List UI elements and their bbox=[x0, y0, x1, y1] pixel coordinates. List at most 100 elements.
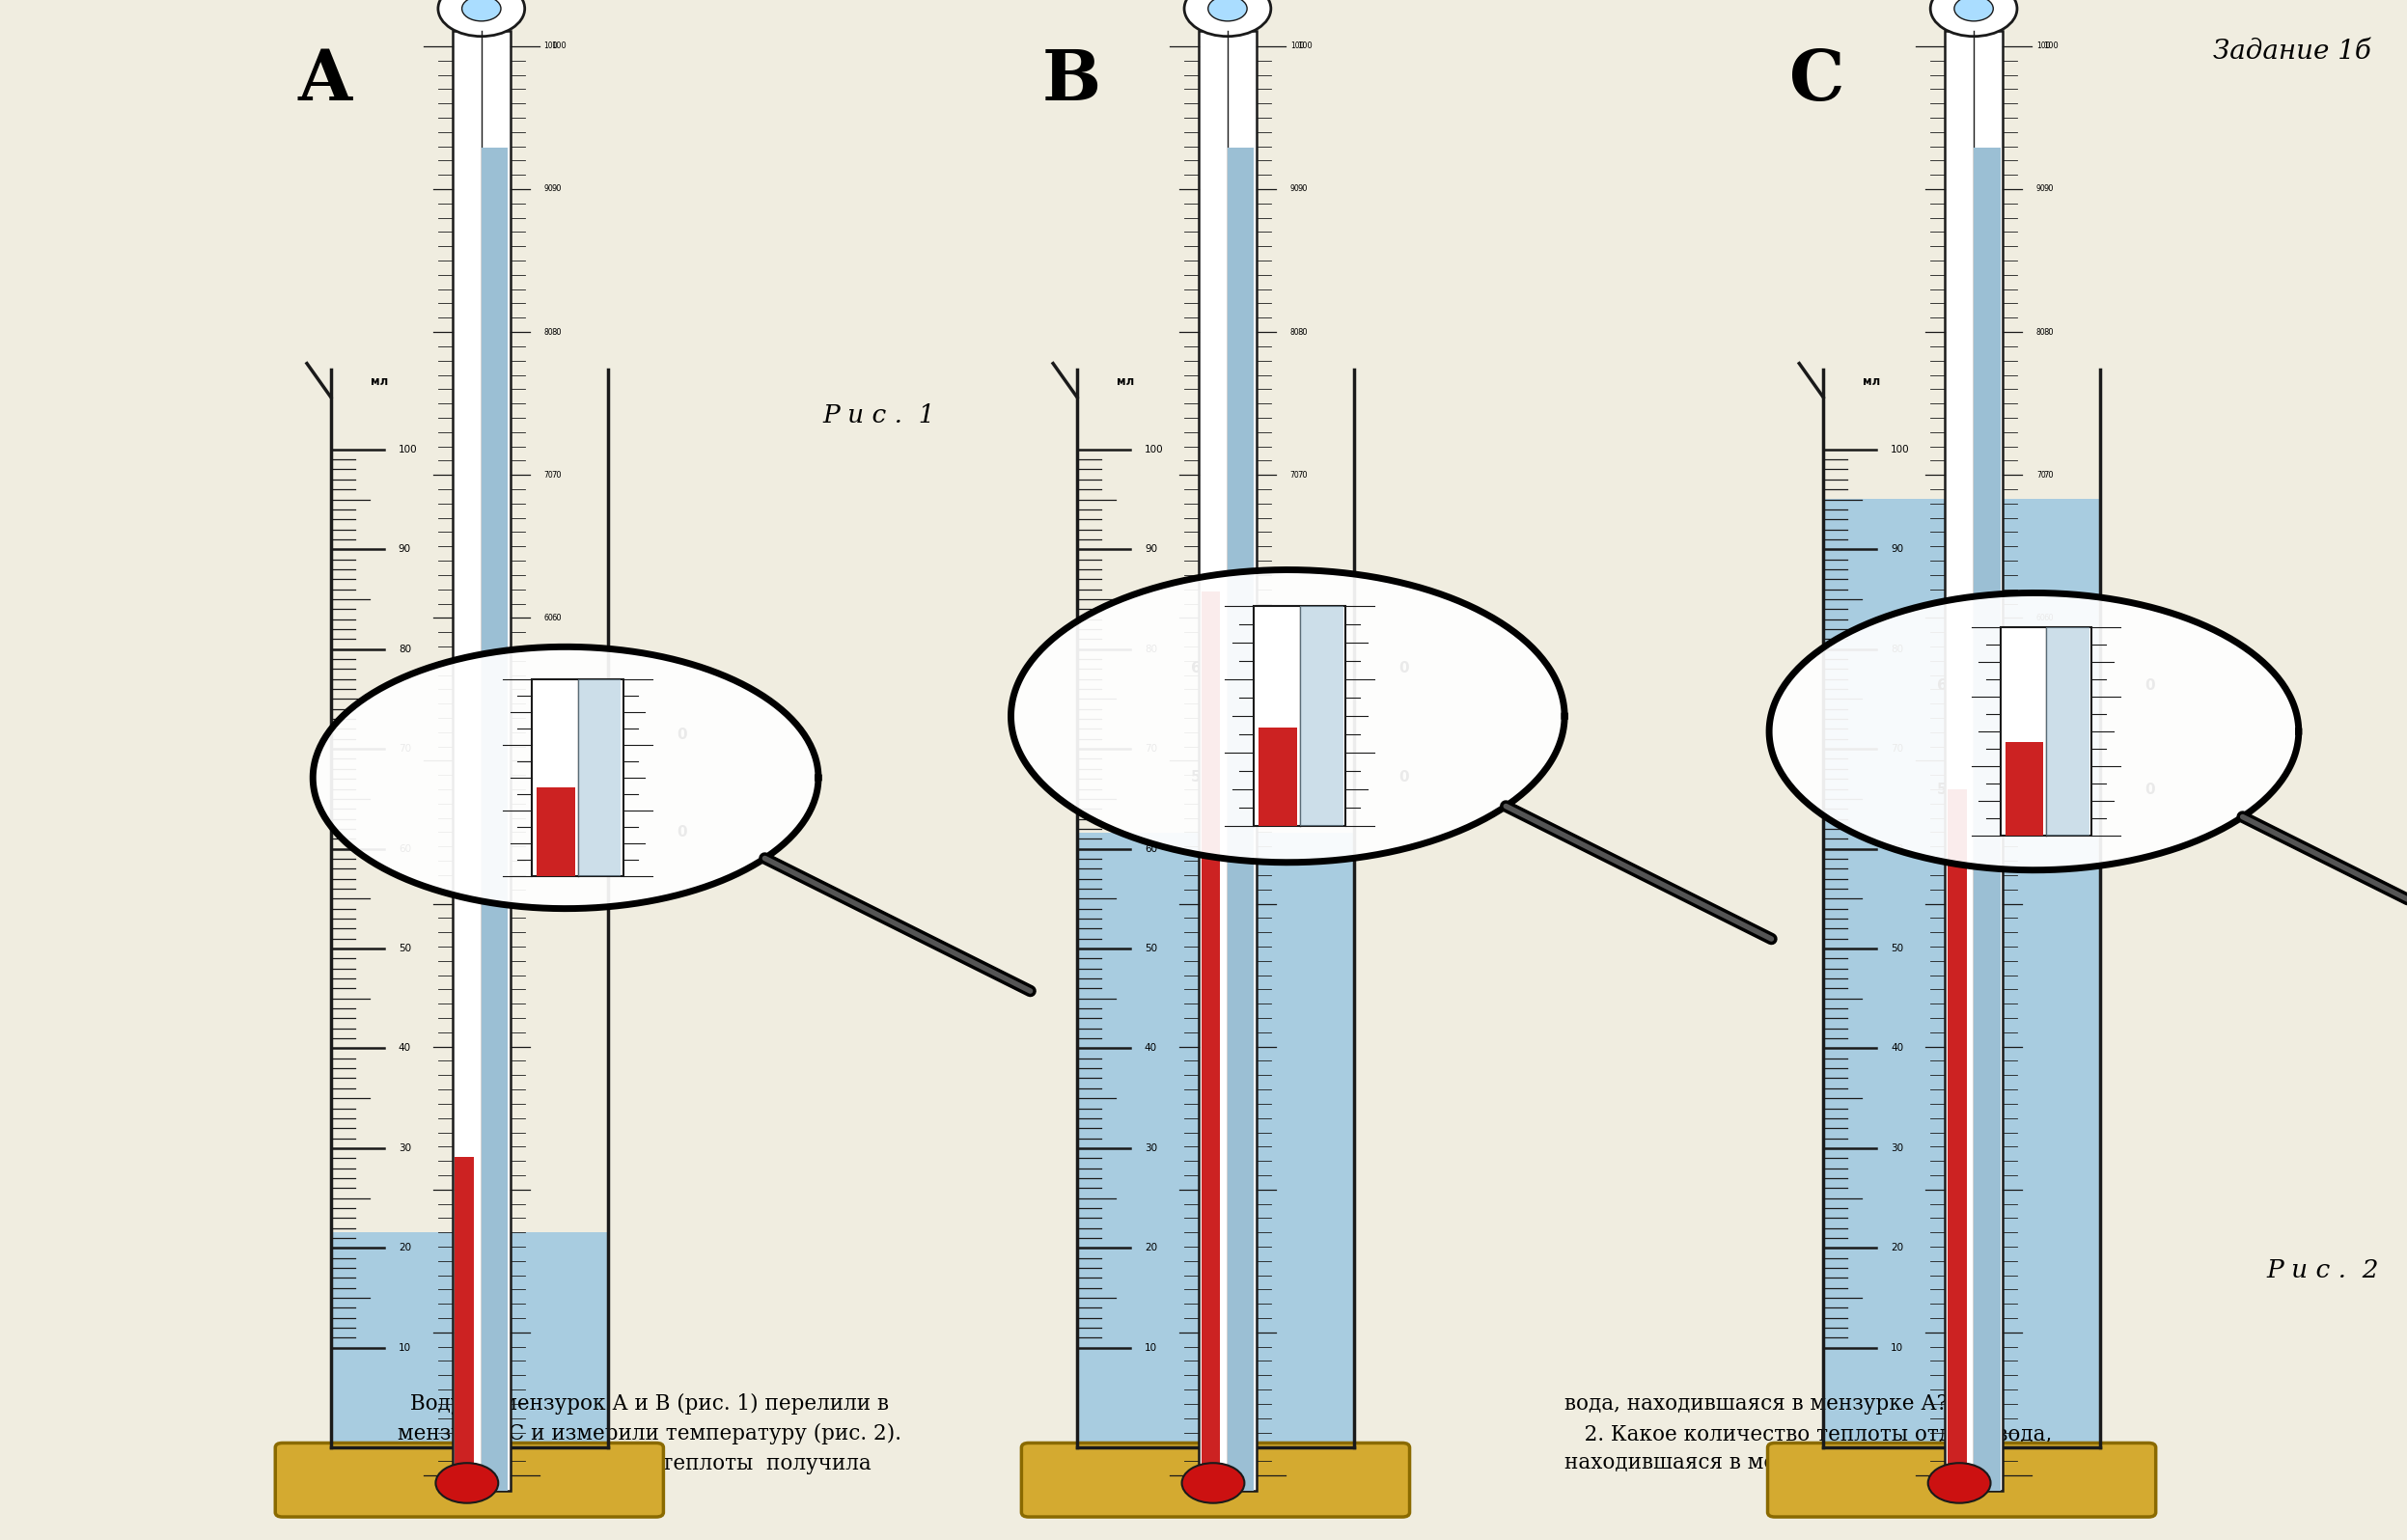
Text: вода, находившаяся в мензурке А?
   2. Какое количество теплоты отдала вода,
нах: вода, находившаяся в мензурке А? 2. Како… bbox=[1565, 1394, 2053, 1474]
Text: 100: 100 bbox=[2036, 42, 2051, 51]
Text: 60: 60 bbox=[2036, 613, 2046, 622]
Text: 60: 60 bbox=[551, 613, 561, 622]
Text: 100: 100 bbox=[544, 42, 558, 51]
Text: 40: 40 bbox=[1146, 1044, 1158, 1053]
Text: 50: 50 bbox=[544, 756, 554, 765]
Text: мл: мл bbox=[1117, 376, 1134, 388]
Bar bbox=[455, 1157, 474, 1483]
Bar bbox=[537, 787, 575, 876]
FancyBboxPatch shape bbox=[274, 1443, 664, 1517]
Bar bbox=[332, 1232, 607, 1448]
Text: Воду из мензурок А и В (рис. 1) перелили в
мензурку С и измерили температуру (ри: Воду из мензурок А и В (рис. 1) перелили… bbox=[397, 1394, 903, 1474]
Text: 90: 90 bbox=[1297, 185, 1307, 194]
Text: 50: 50 bbox=[400, 944, 412, 953]
Text: 30: 30 bbox=[400, 1143, 412, 1153]
Text: 70: 70 bbox=[1290, 471, 1300, 479]
Text: 0: 0 bbox=[1398, 661, 1408, 675]
Bar bbox=[1201, 591, 1220, 1483]
Text: 20: 20 bbox=[1146, 1243, 1158, 1254]
Bar bbox=[1825, 499, 2099, 1448]
Text: мл: мл bbox=[1863, 376, 1880, 388]
Text: 50: 50 bbox=[1146, 944, 1158, 953]
Bar bbox=[1199, 31, 1256, 1491]
Text: 60: 60 bbox=[1297, 613, 1307, 622]
Text: 100: 100 bbox=[1892, 445, 1909, 454]
Text: 90: 90 bbox=[2036, 185, 2046, 194]
Text: B: B bbox=[1042, 46, 1100, 114]
Text: 5: 5 bbox=[1191, 770, 1201, 785]
Text: 50: 50 bbox=[551, 756, 561, 765]
Circle shape bbox=[1928, 1463, 1991, 1503]
Text: 80: 80 bbox=[1146, 644, 1158, 654]
Text: 100: 100 bbox=[1146, 445, 1163, 454]
Text: 70: 70 bbox=[1892, 744, 1904, 753]
Circle shape bbox=[1208, 0, 1247, 22]
Text: 70: 70 bbox=[544, 471, 554, 479]
Bar bbox=[481, 148, 508, 1491]
Text: 30: 30 bbox=[1146, 1143, 1158, 1153]
Text: 0: 0 bbox=[676, 825, 686, 839]
Text: 70: 70 bbox=[400, 744, 412, 753]
Bar bbox=[453, 31, 510, 1491]
Bar bbox=[2000, 628, 2092, 835]
Text: 70: 70 bbox=[2036, 471, 2046, 479]
Text: 100: 100 bbox=[1290, 42, 1305, 51]
Text: 80: 80 bbox=[400, 644, 412, 654]
Circle shape bbox=[438, 0, 525, 37]
Text: 50: 50 bbox=[1290, 756, 1300, 765]
Text: 80: 80 bbox=[2044, 328, 2053, 336]
Text: 60: 60 bbox=[544, 613, 554, 622]
Text: 20: 20 bbox=[1892, 1243, 1904, 1254]
Text: 0: 0 bbox=[2145, 782, 2154, 796]
Bar bbox=[1259, 727, 1297, 825]
Circle shape bbox=[436, 1463, 498, 1503]
Text: 100: 100 bbox=[400, 445, 416, 454]
Text: 0: 0 bbox=[1398, 770, 1408, 785]
Text: 20: 20 bbox=[400, 1243, 412, 1254]
Text: 6: 6 bbox=[1938, 679, 1947, 693]
Text: 100: 100 bbox=[2044, 42, 2058, 51]
Text: 80: 80 bbox=[2036, 328, 2046, 336]
Text: 90: 90 bbox=[544, 185, 554, 194]
Text: 90: 90 bbox=[2044, 185, 2053, 194]
Text: 5: 5 bbox=[1938, 782, 1947, 796]
Text: мл: мл bbox=[371, 376, 388, 388]
Text: 60: 60 bbox=[1892, 844, 1904, 853]
Bar bbox=[2046, 628, 2089, 835]
Bar bbox=[578, 679, 621, 876]
Text: 90: 90 bbox=[1290, 185, 1300, 194]
Text: 90: 90 bbox=[551, 185, 561, 194]
Text: 70: 70 bbox=[1146, 744, 1158, 753]
Text: 0: 0 bbox=[676, 727, 686, 742]
Circle shape bbox=[462, 0, 501, 22]
Polygon shape bbox=[1011, 570, 1565, 862]
Circle shape bbox=[1184, 0, 1271, 37]
Text: 10: 10 bbox=[400, 1343, 412, 1352]
Text: 80: 80 bbox=[1297, 328, 1307, 336]
Text: 70: 70 bbox=[551, 471, 561, 479]
Text: C: C bbox=[1788, 46, 1846, 114]
FancyBboxPatch shape bbox=[1021, 1443, 1411, 1517]
Bar bbox=[532, 679, 623, 876]
Text: 90: 90 bbox=[1146, 545, 1158, 554]
Text: 0: 0 bbox=[2145, 679, 2154, 693]
Bar bbox=[1228, 148, 1254, 1491]
Text: 100: 100 bbox=[551, 42, 566, 51]
Text: 10: 10 bbox=[1146, 1343, 1158, 1352]
Bar bbox=[1254, 607, 1346, 825]
Text: 80: 80 bbox=[1892, 644, 1904, 654]
Text: 60: 60 bbox=[1146, 844, 1158, 853]
Text: 80: 80 bbox=[544, 328, 554, 336]
Text: 80: 80 bbox=[551, 328, 561, 336]
Circle shape bbox=[1930, 0, 2017, 37]
FancyBboxPatch shape bbox=[1767, 1443, 2157, 1517]
Text: 80: 80 bbox=[1290, 328, 1300, 336]
Text: 30: 30 bbox=[1892, 1143, 1904, 1153]
Text: 50: 50 bbox=[1892, 944, 1904, 953]
Text: 90: 90 bbox=[400, 545, 412, 554]
Bar bbox=[1947, 788, 1967, 1483]
Text: Задание 1б: Задание 1б bbox=[2212, 39, 2371, 65]
Text: 6: 6 bbox=[1191, 661, 1201, 675]
Text: A: A bbox=[298, 46, 351, 114]
Text: 50: 50 bbox=[1297, 756, 1307, 765]
